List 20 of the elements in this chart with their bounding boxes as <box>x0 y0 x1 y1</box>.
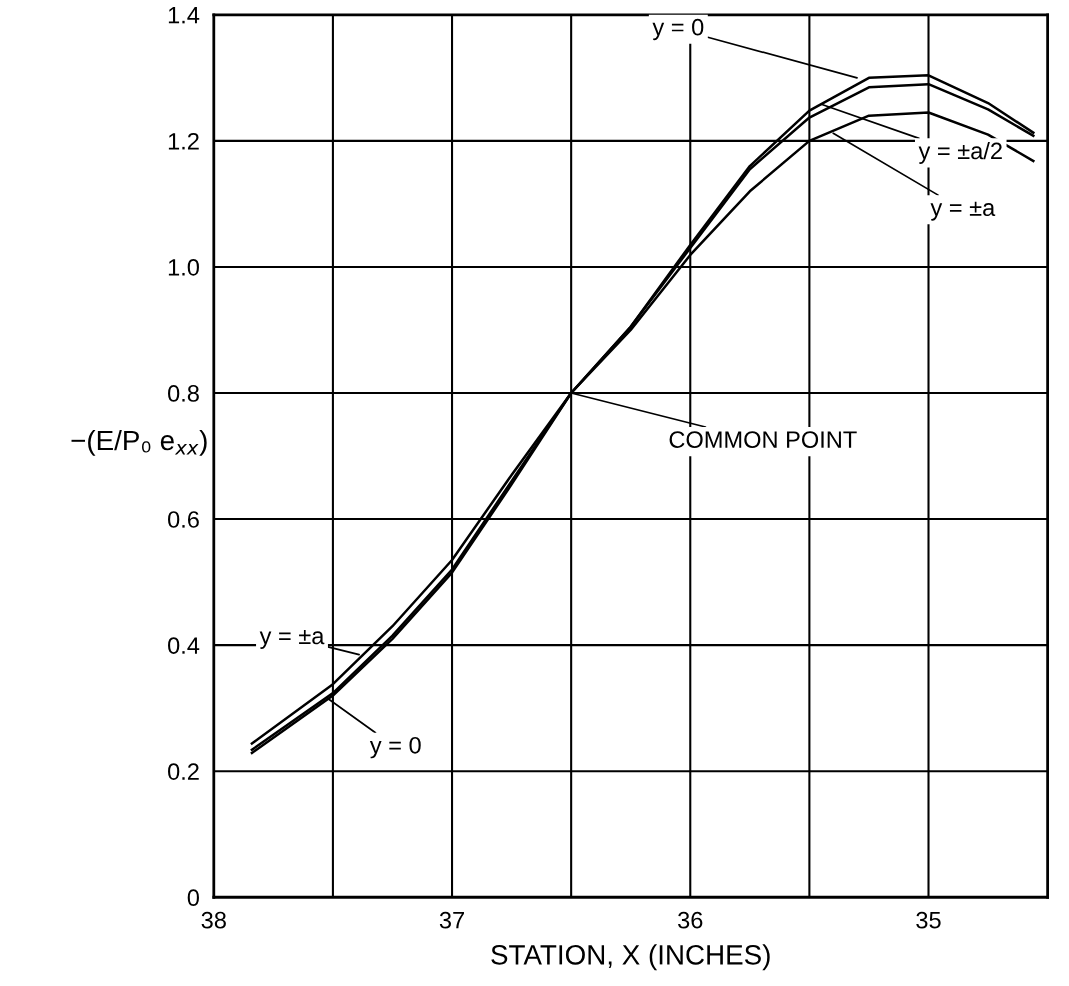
y-tick-label: 0.6 <box>168 511 199 528</box>
annotation: COMMON POINT <box>669 431 857 448</box>
x-tick-label: 36 <box>678 911 703 929</box>
annotation: y = 0 <box>652 18 704 41</box>
y-axis-title: −(E/P₀ e$_{xx}$) <box>71 429 207 456</box>
y-tick-label: 1.0 <box>168 258 199 276</box>
annotation: y = ±a/2 <box>918 141 1002 164</box>
annotation: y = 0 <box>369 736 421 759</box>
y-tick-label: 0 <box>187 889 199 907</box>
y-tick-label: 1.2 <box>168 132 199 150</box>
x-tick-label: 38 <box>201 911 226 929</box>
y-tick-label: 0.8 <box>168 385 199 402</box>
x-tick-label: 37 <box>439 911 464 929</box>
x-tick-label: 35 <box>916 911 941 929</box>
x-axis-title: STATION, X (INCHES) <box>491 944 770 971</box>
y-tick-label: 0.4 <box>168 637 200 654</box>
y-tick-label: 1.4 <box>168 7 200 24</box>
y-tick-label: 0.2 <box>168 763 199 780</box>
annotation: y = ±a <box>259 629 325 649</box>
annotation: y = ±a <box>930 201 996 221</box>
